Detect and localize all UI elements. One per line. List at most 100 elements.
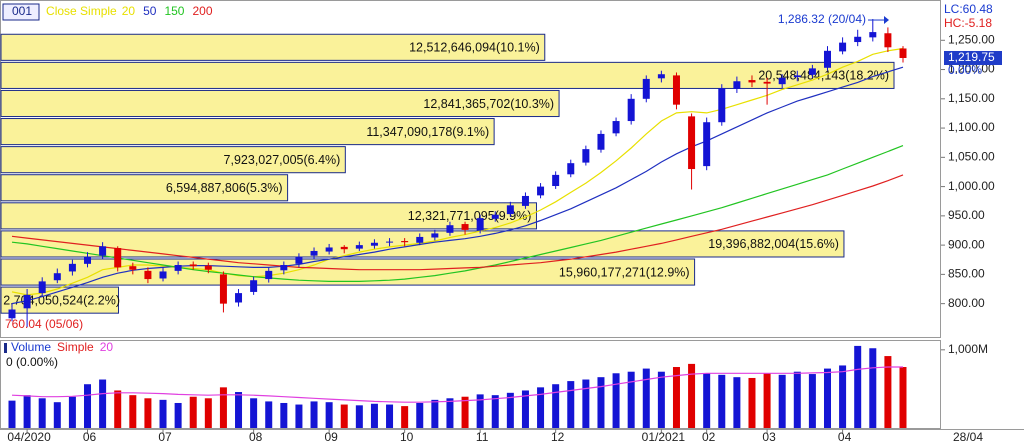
candle-body [53,273,61,281]
y-tick-label: 800.00 [948,296,985,310]
last-price-change: 0.00% [948,63,982,77]
volume-bar [763,373,771,428]
candle-body [129,266,137,270]
volume-bar [129,395,137,428]
volume-bar [839,365,847,428]
volume-bar [552,384,560,428]
volume-ma-line [11,366,903,403]
volume-bar [461,396,469,428]
x-tick-label: 08 [249,430,263,444]
x-tick-label: 06 [83,430,97,444]
volume-bar [174,402,182,428]
volume-bar [733,377,741,428]
candle-body [310,250,318,256]
candle-body [778,77,786,85]
volume-bar [295,404,303,428]
candle-body [582,149,590,163]
legend-entry: 50 [143,4,157,18]
candle-body [280,265,288,271]
y-tick-label: 1,100.00 [948,120,995,134]
volume-profile-label: 7,923,027,005(6.4%) [224,153,341,167]
volume-profile-bar [0,118,495,146]
volume-bar [491,395,499,428]
volume-bar [310,401,318,428]
candle-body [355,245,363,249]
lc-label: LC:60.48 [944,2,993,16]
volume-bar [521,390,529,428]
volume-pane [0,340,941,429]
volume-bar [235,392,243,428]
candle-body [250,280,258,292]
volume-bar [612,373,620,428]
candle-body [552,174,560,187]
volume-bar [688,363,696,428]
volume-bar [386,404,394,428]
volume-bar [204,398,212,428]
volume-bar [84,384,92,428]
volume-profile-label: 11,347,090,178(9.1%) [366,125,489,139]
volume-bar [250,398,258,428]
volume-bar [899,367,907,428]
candle-body [521,195,529,206]
volume-bar [8,400,16,428]
volume-bar [189,396,197,428]
candle-body [174,265,182,271]
candle-body [869,32,877,38]
x-tick-label: 01/2021 [642,430,686,444]
candle-body [204,265,212,270]
y-tick-label: 1,250.00 [948,32,995,46]
volume-bar [325,402,333,428]
candle-body [68,263,76,272]
candle-body [823,50,831,68]
arrow-head [884,16,889,25]
volume-bar [718,374,726,428]
volume-bar [340,404,348,428]
candle-body [189,264,197,267]
volume-profile-label: 6,594,887,806(5.3%) [166,181,283,195]
last-date: 28/04 [953,430,983,444]
candle-body [597,133,605,150]
volume-bar [567,381,575,428]
candle-body [325,247,333,252]
volume-profile-bar [0,89,560,118]
candle-body [38,281,46,294]
y-tick-label: 1,050.00 [948,150,995,164]
volume-bar [823,368,831,428]
volume-bar [537,387,545,428]
candle-body [219,274,227,304]
volume-bar [23,395,31,428]
candle-body [793,75,801,78]
volume-bar [68,396,76,428]
volume-bar [446,398,454,428]
legend-ma-type: Close Simple [46,4,117,18]
y-tick-label: 1,150.00 [948,91,995,105]
y-tick-label: 1,000.00 [948,179,995,193]
volume-bar [869,348,877,428]
volume-bar [53,402,61,428]
candle-body [839,42,847,52]
candle-body [567,163,575,175]
candle-body [8,309,16,319]
volume-bar [99,379,107,428]
candle-body [537,186,545,196]
last-price-label: 1,219.75 [948,50,995,64]
volume-ma-type: Simple [57,340,94,354]
candle-body [718,88,726,123]
x-tick-label: 03 [762,430,776,444]
legend-marker [4,343,7,353]
volume-profile-label: 12,321,771,095(9.9%) [408,209,532,223]
candle-body [763,81,771,84]
volume-profile-label: 19,396,882,004(15.6%) [708,237,839,251]
candle-body [159,271,167,279]
moving-average-line [11,47,904,296]
volume-bar [642,368,650,428]
volume-profile-bar [0,146,346,174]
candle-body [899,48,907,58]
candle-body [295,256,303,264]
volume-bar [597,377,605,428]
volume-bar [219,387,227,428]
legend-entry: 20 [122,4,136,18]
y-tick-label: 1,000M [948,342,988,356]
candle-body [854,36,862,43]
